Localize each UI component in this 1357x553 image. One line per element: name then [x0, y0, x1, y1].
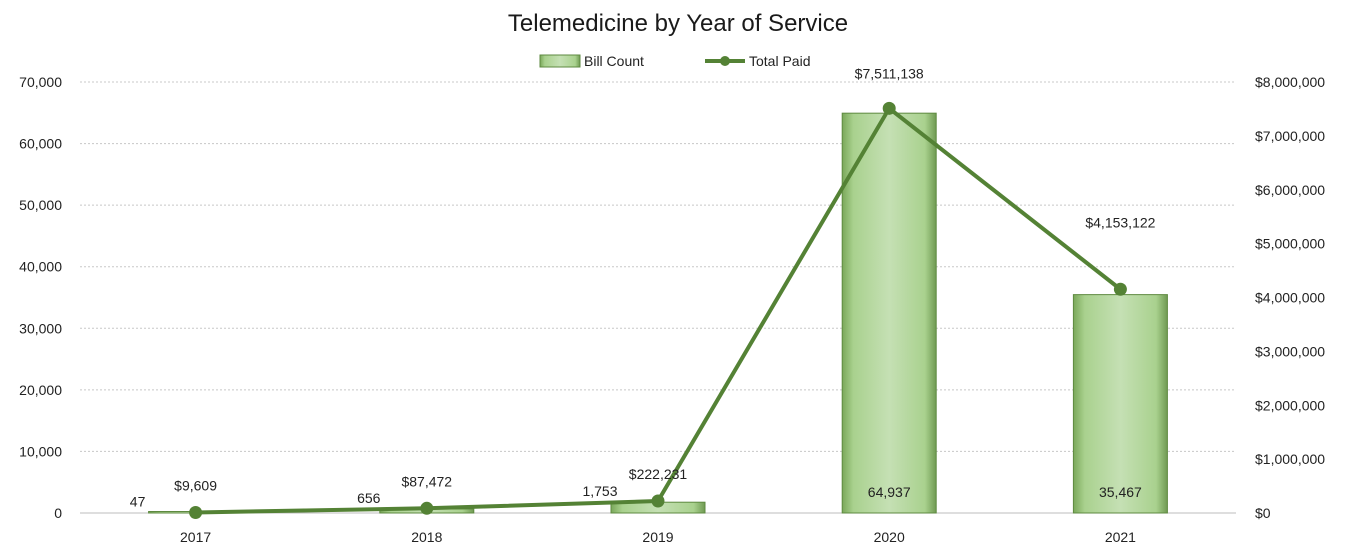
y-axis-right: $0 $1,000,000 $2,000,000 $3,000,000 $4,000,0…: [1255, 74, 1325, 521]
line-point: [1113, 282, 1127, 296]
line-point: [189, 505, 203, 519]
x-tick-label: 2017: [180, 529, 211, 545]
line-value-label: $222,231: [629, 466, 688, 482]
bar-value-label: 1,753: [582, 483, 617, 499]
line-series: [189, 101, 1127, 519]
x-tick-label: 2018: [411, 529, 442, 545]
y-left-tick-label: 20,000: [19, 382, 62, 398]
chart-title: Telemedicine by Year of Service: [508, 10, 848, 37]
bar-value-label: 47: [130, 494, 146, 510]
legend-bar-swatch: [539, 54, 581, 68]
y-axis-left: 0 10,000 20,000 30,000 40,000 50,000 60,000 70,…: [19, 74, 62, 521]
data-labels: 47 656 1,753 64,937 35,467 $9,609 $87,472 $222,…: [130, 65, 1156, 509]
y-right-tick-label: $3,000,000: [1255, 343, 1325, 359]
bar-series: [148, 112, 1168, 514]
line-point: [420, 501, 434, 515]
line-point: [882, 101, 896, 115]
legend: Bill Count Total Paid: [539, 53, 810, 69]
bar-value-label: 64,937: [868, 484, 911, 500]
y-right-tick-label: $8,000,000: [1255, 74, 1325, 90]
y-right-tick-label: $7,000,000: [1255, 128, 1325, 144]
y-right-tick-label: $2,000,000: [1255, 397, 1325, 413]
y-left-tick-label: 30,000: [19, 320, 62, 336]
y-right-tick-label: $6,000,000: [1255, 182, 1325, 198]
line-point: [651, 494, 665, 508]
legend-bill-count: Bill Count: [584, 53, 644, 69]
x-tick-label: 2021: [1105, 529, 1136, 545]
y-left-tick-label: 0: [54, 505, 62, 521]
y-right-tick-label: $5,000,000: [1255, 236, 1325, 252]
bar-value-label: 35,467: [1099, 484, 1142, 500]
line-value-label: $9,609: [174, 477, 217, 493]
y-left-tick-label: 70,000: [19, 74, 62, 90]
bar-value-label: 656: [357, 490, 381, 506]
gridlines: [80, 81, 1236, 514]
bar: [1072, 294, 1168, 514]
y-right-tick-label: $1,000,000: [1255, 451, 1325, 467]
y-left-tick-label: 60,000: [19, 136, 62, 152]
y-left-tick-label: 10,000: [19, 443, 62, 459]
line-value-label: $4,153,122: [1085, 214, 1155, 230]
y-left-tick-label: 40,000: [19, 259, 62, 275]
bar: [841, 112, 937, 514]
line-value-label: $7,511,138: [855, 65, 924, 81]
x-tick-label: 2020: [874, 529, 905, 545]
y-right-tick-label: $0: [1255, 505, 1271, 521]
x-axis: 2017 2018 2019 2020 2021: [180, 529, 1136, 545]
y-right-tick-label: $4,000,000: [1255, 290, 1325, 306]
line-value-label: $87,472: [401, 473, 452, 489]
x-tick-label: 2019: [642, 529, 673, 545]
legend-total-paid: Total Paid: [749, 53, 810, 69]
legend-line-marker: [720, 56, 730, 66]
y-left-tick-label: 50,000: [19, 197, 62, 213]
